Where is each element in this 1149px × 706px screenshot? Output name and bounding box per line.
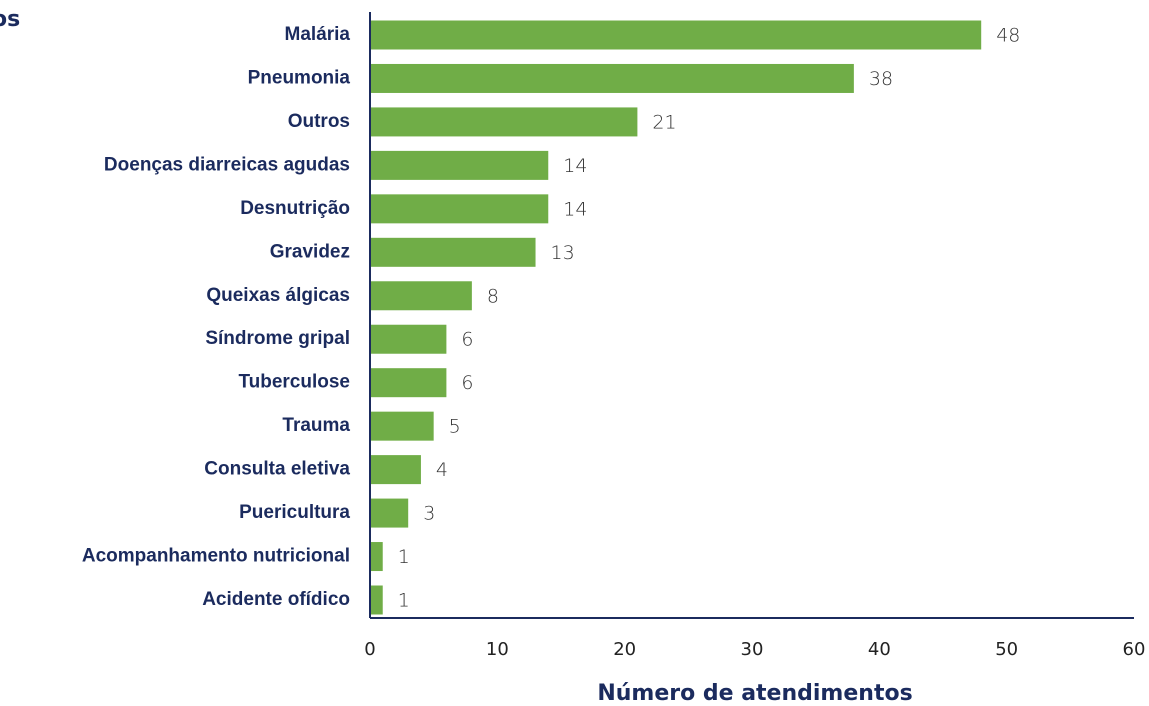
bar [370,20,982,50]
x-tick-label: 10 [486,639,509,660]
data-label: 1 [398,546,410,568]
x-tick-label: 30 [741,639,764,660]
data-label: 14 [563,198,587,220]
y-axis-title: os [0,7,20,32]
y-tick-label: Acompanhamento nutricional [82,546,350,567]
y-tick-label: Malária [285,24,351,45]
x-tick-label: 0 [364,639,375,660]
data-label: 14 [563,155,587,177]
data-label: 3 [423,503,435,525]
y-tick-label: Puericultura [239,502,350,523]
bar [370,107,638,137]
x-axis-title: Número de atendimentos [597,681,912,706]
data-label: 4 [436,459,448,481]
y-tick-label: Pneumonia [248,67,351,88]
y-tick-label: Trauma [282,415,350,436]
bar [370,281,472,311]
bar [370,455,421,485]
bar [370,324,447,354]
bar [370,63,854,93]
x-tick-label: 50 [995,639,1018,660]
data-label: 48 [996,25,1020,47]
data-label: 13 [551,242,575,264]
bar [370,150,549,180]
data-label: 6 [461,372,473,394]
data-label: 1 [398,590,410,612]
x-tick-label: 40 [868,639,891,660]
bar [370,194,549,224]
y-tick-label: Acidente ofídico [202,589,350,610]
data-label: 21 [652,111,676,133]
y-tick-label: Consulta eletiva [204,459,350,480]
y-tick-label: Outros [288,111,350,132]
bar [370,542,383,572]
data-label: 38 [869,68,893,90]
x-tick-label: 20 [613,639,636,660]
data-label: 8 [487,285,499,307]
data-label: 6 [461,329,473,351]
x-tick-label: 60 [1123,639,1146,660]
y-tick-label: Síndrome gripal [205,328,350,349]
bar [370,498,409,528]
y-tick-label: Queixas álgicas [206,285,350,306]
y-tick-label: Desnutrição [240,198,350,219]
y-tick-label: Tuberculose [238,372,350,393]
data-label: 5 [449,416,461,438]
bar [370,411,434,441]
y-tick-label: Doenças diarreicas agudas [104,154,350,175]
y-tick-label: Gravidez [270,241,350,262]
bar [370,585,383,615]
bar [370,368,447,398]
bar [370,237,536,267]
